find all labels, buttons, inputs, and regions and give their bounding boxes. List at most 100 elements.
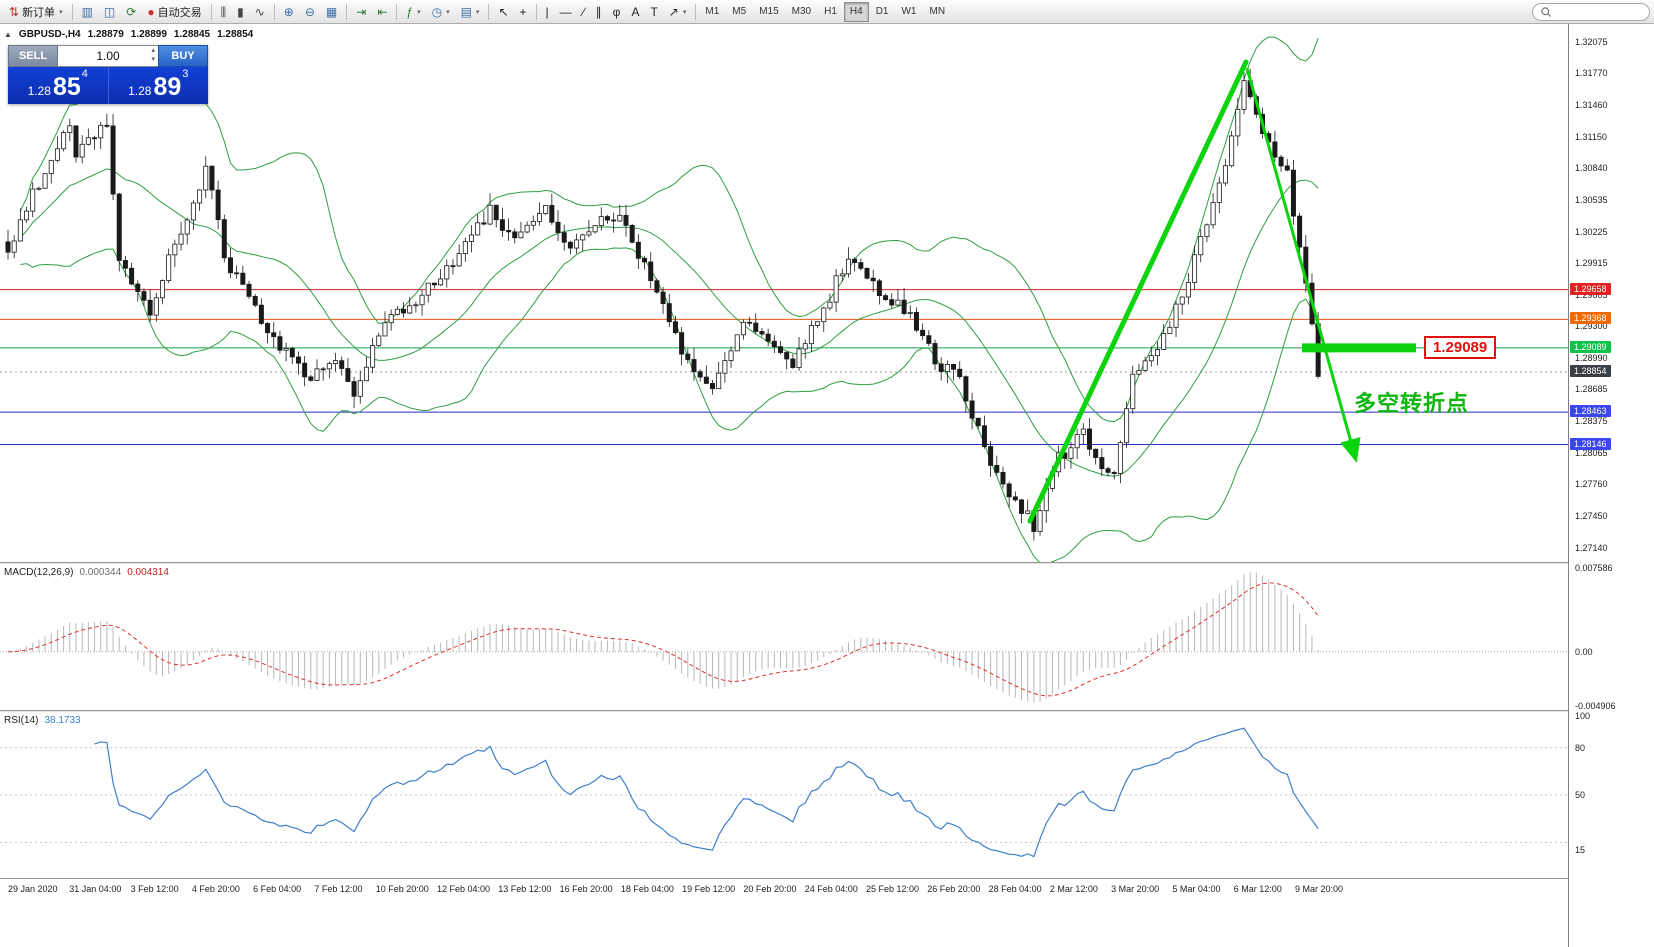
- line-chart-button[interactable]: ∿: [250, 2, 270, 22]
- indicators-button[interactable]: ƒ ▾: [401, 2, 425, 22]
- trend-up-line[interactable]: [1027, 59, 1249, 524]
- horizontal-line-icon: ―: [559, 4, 572, 19]
- buy-button[interactable]: BUY: [158, 45, 208, 67]
- toolbar-separator: [346, 3, 348, 20]
- buy-price[interactable]: 1.28 89 3: [109, 67, 209, 104]
- time-axis[interactable]: 29 Jan 2020 31 Jan 04:00 3 Feb 12:00 4 Feb …: [0, 878, 1568, 898]
- sell-price[interactable]: 1.28 85 4: [8, 67, 109, 104]
- price-chart[interactable]: [0, 24, 1568, 562]
- profiles-button[interactable]: ◫: [99, 2, 120, 22]
- rsi-axis-label: 15: [1575, 845, 1586, 856]
- dropdown-caret-icon: ▾: [475, 8, 480, 16]
- time-label: 6 Mar 12:00: [1233, 884, 1282, 894]
- autotrading-button[interactable]: ● 自动交易: [142, 2, 206, 22]
- bar-chart-icon: ⫼: [220, 4, 227, 19]
- timeframe-h1-button[interactable]: H1: [818, 2, 843, 22]
- sell-button[interactable]: SELL: [8, 45, 58, 67]
- toolbar: ⇅ 新订单 ▾ ▥ ◫ ⟳ ● 自动交易 ⫼ ▮ ∿ ⊕ ⊖ ▦ ⇥ ⇤ ƒ ▾ ◷ ▾ ▤ ▾ ↖ + | ― ∕ ∥ φ A T ↗ ▾ M…: [0, 0, 1654, 24]
- toolbar-separator: [210, 3, 212, 20]
- zoom-out-button[interactable]: ⊖: [300, 2, 320, 22]
- tile-windows-button[interactable]: ▦: [321, 2, 342, 22]
- time-label: 7 Feb 12:00: [314, 884, 363, 894]
- fibonacci-button[interactable]: φ: [608, 2, 626, 22]
- rsi-indicator-label: RSI(14) 38.1733: [4, 715, 81, 726]
- price-tick: 1.27760: [1575, 479, 1608, 490]
- candlestick-chart-button[interactable]: ▮: [232, 2, 249, 22]
- price-level-badge: 1.29089: [1570, 340, 1611, 353]
- volume-value[interactable]: 1.00: [96, 49, 120, 63]
- auto-scroll-button[interactable]: ⇥: [351, 2, 371, 22]
- dropdown-caret-icon: ▾: [59, 8, 63, 16]
- periodicity-icon: ◷: [431, 4, 443, 19]
- text-button[interactable]: A: [626, 2, 644, 22]
- trendline-button[interactable]: ∕: [578, 2, 590, 22]
- templates-icon: ▤: [460, 4, 472, 19]
- volume-increase-icon[interactable]: ▴: [151, 47, 155, 54]
- dropdown-caret-icon: ▾: [682, 8, 687, 16]
- new-order-button-label: 新订单: [22, 6, 56, 19]
- chart-shift-icon: ⇤: [377, 4, 388, 19]
- turning-point-annotation[interactable]: 多空转折点: [1354, 391, 1470, 416]
- timeframe-m1-button[interactable]: M1: [699, 2, 725, 22]
- timeframe-m30-button[interactable]: M30: [786, 2, 817, 22]
- ohlc-high: 1.28899: [130, 29, 167, 40]
- price-tick: 1.27140: [1575, 542, 1608, 553]
- dropdown-caret-icon: ▾: [446, 8, 450, 16]
- arrows-icon: ↗: [668, 4, 679, 19]
- macd-signal-value: 0.004314: [127, 567, 169, 578]
- toolbar-separator: [273, 3, 275, 20]
- autotrading-button-label: 自动交易: [157, 6, 202, 19]
- timeframe-w1-button[interactable]: W1: [895, 2, 922, 22]
- timeframe-m5-button[interactable]: M5: [726, 2, 752, 22]
- search-input[interactable]: [1556, 6, 1642, 17]
- volume-decrease-icon[interactable]: ▾: [151, 56, 155, 63]
- time-label: 24 Feb 04:00: [804, 884, 858, 894]
- price-axis[interactable]: 1.32075 1.31770 1.31460 1.31150 1.30840 1.305…: [1568, 24, 1654, 947]
- chart-shift-button[interactable]: ⇤: [372, 2, 392, 22]
- macd-panel[interactable]: [0, 564, 1568, 710]
- bar-chart-button[interactable]: ⫼: [216, 2, 232, 22]
- dropdown-caret-icon: ▾: [417, 8, 421, 16]
- arrows-button[interactable]: ↗ ▾: [664, 2, 692, 22]
- macd-indicator-label: MACD(12,26,9) 0.000344 0.004314: [4, 567, 169, 578]
- timeframe-m15-button[interactable]: M15: [753, 2, 784, 22]
- timeframe-d1-button[interactable]: D1: [870, 2, 895, 22]
- toolbar-separator: [71, 3, 73, 20]
- equidistant-channel-button[interactable]: ∥: [591, 2, 607, 22]
- price-tick: 1.29605: [1575, 290, 1608, 301]
- refresh-icon: ⟳: [126, 4, 137, 19]
- text-label-button[interactable]: T: [645, 2, 662, 22]
- periodicity-button[interactable]: ◷ ▾: [427, 2, 455, 22]
- trendline-icon: ∕: [582, 4, 585, 19]
- price-level-badge: 1.29658: [1570, 282, 1611, 295]
- fibonacci-icon: φ: [612, 4, 621, 19]
- panel-splitter[interactable]: [0, 562, 1568, 564]
- rsi-axis-label: 80: [1575, 742, 1586, 753]
- volume-stepper[interactable]: 1.00 ▴ ▾: [58, 45, 158, 67]
- toolbar-separator: [535, 3, 537, 20]
- macd-axis-label: -0.004906: [1575, 701, 1616, 711]
- zoom-in-button[interactable]: ⊕: [279, 2, 299, 22]
- horizontal-line-button[interactable]: ―: [555, 2, 577, 22]
- refresh-button[interactable]: ⟳: [121, 2, 141, 22]
- buy-price-big: 89: [153, 73, 182, 101]
- rsi-panel[interactable]: [0, 712, 1568, 878]
- time-label: 25 Feb 12:00: [866, 884, 920, 894]
- quote-panel-toggle-icon[interactable]: ▲: [4, 30, 12, 39]
- timeframe-mn-button[interactable]: MN: [923, 2, 951, 22]
- timeframe-h4-button[interactable]: H4: [843, 1, 869, 22]
- time-label: 16 Feb 20:00: [559, 884, 613, 894]
- panel-splitter[interactable]: [0, 710, 1568, 712]
- new-order-icon: ⇅: [9, 4, 20, 19]
- charts-button[interactable]: ▥: [77, 2, 98, 22]
- cursor-button[interactable]: ↖: [493, 2, 513, 22]
- price-callout-label[interactable]: 1.29089: [1424, 336, 1497, 359]
- chart-ohlc-readout: ▲ GBPUSD-,H4 1.28879 1.28899 1.28845 1.2…: [4, 29, 253, 40]
- trend-down-arrow[interactable]: [1245, 67, 1361, 463]
- templates-button[interactable]: ▤ ▾: [456, 2, 485, 22]
- crosshair-button[interactable]: +: [515, 2, 532, 22]
- new-order-button[interactable]: ⇅ 新订单 ▾: [4, 2, 68, 22]
- line-chart-icon: ∿: [254, 4, 265, 19]
- vertical-line-button[interactable]: |: [541, 2, 554, 22]
- sell-price-small: 1.28: [27, 84, 51, 98]
